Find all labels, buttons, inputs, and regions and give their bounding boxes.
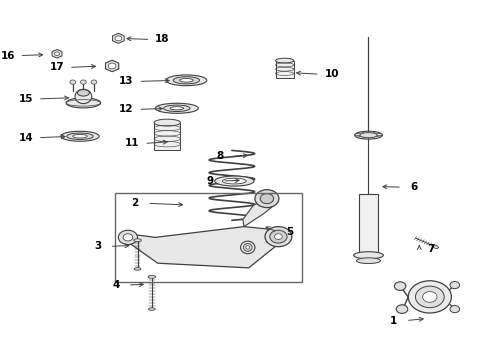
Ellipse shape — [240, 241, 254, 254]
Bar — [275, 60, 293, 78]
Circle shape — [449, 282, 459, 289]
Ellipse shape — [353, 252, 383, 259]
Text: 6: 6 — [409, 182, 417, 192]
Text: 12: 12 — [119, 104, 133, 114]
Ellipse shape — [170, 107, 183, 110]
Text: 16: 16 — [0, 50, 15, 60]
Text: 7: 7 — [427, 244, 434, 254]
Ellipse shape — [154, 119, 180, 126]
Circle shape — [269, 230, 286, 243]
Polygon shape — [243, 196, 276, 226]
Circle shape — [118, 230, 137, 244]
Ellipse shape — [275, 58, 293, 63]
Ellipse shape — [431, 245, 438, 248]
Ellipse shape — [133, 239, 141, 242]
Circle shape — [264, 226, 291, 247]
Circle shape — [407, 281, 450, 313]
Ellipse shape — [354, 131, 382, 139]
Text: 9: 9 — [206, 176, 213, 186]
Ellipse shape — [73, 134, 87, 138]
Ellipse shape — [148, 308, 155, 310]
Circle shape — [81, 80, 86, 84]
Ellipse shape — [75, 89, 92, 104]
Text: 1: 1 — [389, 316, 397, 325]
Polygon shape — [126, 226, 282, 268]
Ellipse shape — [61, 131, 99, 141]
Text: 4: 4 — [112, 280, 120, 290]
Text: 14: 14 — [19, 133, 33, 143]
Circle shape — [449, 306, 459, 313]
Text: 5: 5 — [285, 227, 292, 237]
Polygon shape — [52, 49, 62, 58]
Ellipse shape — [243, 243, 251, 251]
Text: 10: 10 — [324, 69, 338, 79]
Circle shape — [91, 80, 97, 84]
Text: 13: 13 — [119, 76, 133, 86]
Polygon shape — [112, 33, 124, 43]
Circle shape — [395, 305, 407, 314]
Ellipse shape — [134, 268, 141, 270]
Text: 2: 2 — [131, 198, 139, 208]
Bar — [115, 193, 302, 282]
Circle shape — [115, 36, 122, 41]
Ellipse shape — [67, 133, 93, 139]
Text: 18: 18 — [155, 35, 169, 44]
Ellipse shape — [163, 105, 190, 112]
Circle shape — [108, 63, 116, 69]
Ellipse shape — [155, 103, 198, 113]
Polygon shape — [105, 60, 119, 72]
Ellipse shape — [166, 75, 206, 86]
Ellipse shape — [222, 178, 246, 184]
Circle shape — [254, 190, 278, 208]
Circle shape — [260, 194, 273, 204]
Circle shape — [393, 282, 405, 291]
Circle shape — [274, 234, 282, 239]
Bar — [154, 123, 180, 149]
Ellipse shape — [245, 246, 249, 249]
Ellipse shape — [66, 98, 101, 108]
Ellipse shape — [359, 133, 376, 138]
Circle shape — [123, 234, 132, 241]
Ellipse shape — [179, 78, 193, 82]
Text: 3: 3 — [94, 241, 101, 251]
Ellipse shape — [77, 90, 89, 96]
Ellipse shape — [214, 176, 253, 186]
Text: 15: 15 — [19, 94, 33, 104]
Ellipse shape — [148, 275, 155, 278]
Circle shape — [70, 80, 76, 84]
Text: 17: 17 — [50, 62, 64, 72]
Ellipse shape — [356, 258, 380, 264]
Circle shape — [422, 292, 436, 302]
Text: 11: 11 — [125, 139, 139, 148]
Circle shape — [415, 286, 443, 308]
Text: 8: 8 — [216, 151, 223, 161]
Bar — [358, 194, 377, 257]
Ellipse shape — [173, 77, 199, 84]
Circle shape — [55, 52, 59, 55]
